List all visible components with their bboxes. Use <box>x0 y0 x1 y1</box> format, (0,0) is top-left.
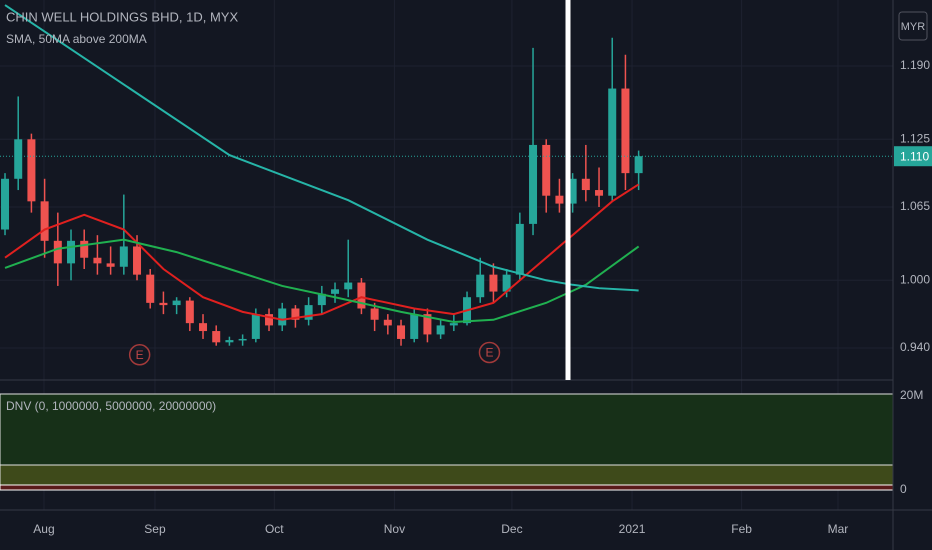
candle-body <box>1 178 10 230</box>
candle-body <box>568 178 577 204</box>
x-tick-label: Mar <box>828 522 849 536</box>
candle-body <box>357 282 366 309</box>
chart-title: CHIN WELL HOLDINGS BHD, 1D, MYX <box>6 9 238 24</box>
candle-body <box>595 190 604 196</box>
x-tick-label: Sep <box>144 522 166 536</box>
candle-body <box>304 305 313 320</box>
candle-body <box>238 338 247 341</box>
candle-body <box>278 308 287 326</box>
earnings-label: E <box>136 348 144 362</box>
candle-body <box>185 300 194 324</box>
candle-body <box>93 257 102 264</box>
last-price-box <box>894 146 932 167</box>
candle-body <box>555 195 564 204</box>
candle-body <box>225 340 234 343</box>
candle-body <box>172 300 181 306</box>
x-tick-label: Aug <box>33 522 54 536</box>
y-tick-label: 1.065 <box>900 199 930 213</box>
indicator-bottom-label: 0 <box>900 482 907 496</box>
candle-body <box>621 88 630 174</box>
candle-body <box>14 139 23 179</box>
candle-body <box>502 274 511 292</box>
candle-body <box>489 274 498 292</box>
x-tick-label: Dec <box>501 522 522 536</box>
y-tick-label: 1.000 <box>900 272 930 286</box>
candle-body <box>476 274 485 298</box>
moving-average <box>4 238 640 324</box>
moving-average <box>4 4 639 292</box>
candle-body <box>291 308 300 320</box>
candle-body <box>53 240 62 264</box>
candle-body <box>397 325 406 339</box>
chart-subtitle: SMA, 50MA above 200MA <box>6 32 147 46</box>
band-low <box>0 484 894 491</box>
currency: MYR <box>901 21 926 33</box>
candle-body <box>251 314 260 339</box>
candle-body <box>344 282 353 290</box>
candle-body <box>449 323 458 326</box>
candle-body <box>423 314 432 335</box>
candle-body <box>212 331 221 343</box>
last-price-label: 1.110 <box>900 149 929 163</box>
candle-body <box>529 144 538 224</box>
candle-body <box>634 156 643 174</box>
candle-body <box>542 144 551 196</box>
candle-body <box>317 293 326 306</box>
band-mid <box>0 464 894 486</box>
indicator-label: DNV (0, 1000000, 5000000, 20000000) <box>6 399 216 413</box>
candle-body <box>27 139 36 202</box>
candle-body <box>331 289 340 294</box>
earnings-marker <box>478 341 501 364</box>
candle-body <box>515 223 524 275</box>
y-tick-label: 1.190 <box>900 58 930 72</box>
candle-body <box>436 325 445 335</box>
candle-body <box>159 302 168 306</box>
candle-body <box>370 308 379 320</box>
y-tick-label: 0.940 <box>900 340 930 354</box>
candle-body <box>133 246 142 275</box>
currency-box[interactable] <box>898 11 928 41</box>
candle-body <box>410 314 419 339</box>
x-tick-label: Oct <box>265 522 284 536</box>
moving-average <box>4 183 640 321</box>
y-tick-label: 1.125 <box>900 131 930 145</box>
candle-body <box>265 314 274 326</box>
band-high <box>0 393 894 466</box>
candle-body <box>106 263 115 267</box>
candle-body <box>146 274 155 303</box>
candle-body <box>581 178 590 191</box>
candle-body <box>67 240 76 264</box>
candle-body <box>80 240 89 258</box>
candle-body <box>608 88 617 196</box>
candle-body <box>119 246 128 267</box>
x-tick-label: 2021 <box>619 522 646 536</box>
x-tick-label: Feb <box>731 522 752 536</box>
indicator-top-label: 20M <box>900 388 923 402</box>
candle-body <box>383 319 392 326</box>
earnings-marker <box>128 343 151 366</box>
candle-body <box>40 201 49 241</box>
candle-body <box>199 323 208 332</box>
earnings-label: E <box>485 346 493 360</box>
x-tick-label: Nov <box>384 522 405 536</box>
